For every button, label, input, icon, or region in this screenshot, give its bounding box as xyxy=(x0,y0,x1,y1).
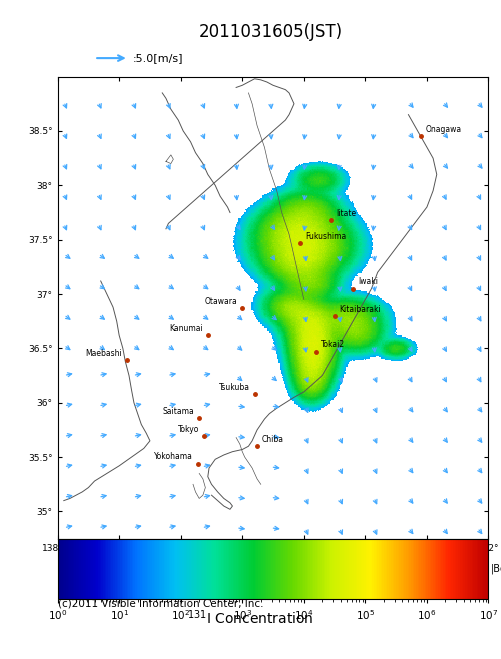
Text: Tsukuba: Tsukuba xyxy=(218,383,249,392)
Text: Onagawa: Onagawa xyxy=(426,125,462,134)
Text: $^{131}$I Concentration: $^{131}$I Concentration xyxy=(187,609,314,627)
Text: Kitaibaraki: Kitaibaraki xyxy=(340,304,381,314)
Text: Tokai2: Tokai2 xyxy=(321,341,345,349)
Text: 2011031605(JST): 2011031605(JST) xyxy=(198,23,343,41)
Text: (c)2011 Visible Information Center, Inc.: (c)2011 Visible Information Center, Inc. xyxy=(58,599,263,609)
Text: Tokyo: Tokyo xyxy=(178,425,199,434)
Text: Chiba: Chiba xyxy=(262,435,284,444)
Text: Iitate: Iitate xyxy=(336,209,356,218)
Text: Iwaki: Iwaki xyxy=(358,277,378,287)
Text: Kanumai: Kanumai xyxy=(169,324,203,333)
Text: Yokohama: Yokohama xyxy=(154,453,193,461)
Text: Saitama: Saitama xyxy=(162,407,194,416)
Text: Maebashi: Maebashi xyxy=(85,349,122,358)
Text: :5.0[m/s]: :5.0[m/s] xyxy=(133,53,183,63)
Text: Otawara: Otawara xyxy=(204,297,237,306)
Text: |Bq/m³]: |Bq/m³] xyxy=(490,563,501,574)
Text: Fukushima: Fukushima xyxy=(305,232,346,241)
